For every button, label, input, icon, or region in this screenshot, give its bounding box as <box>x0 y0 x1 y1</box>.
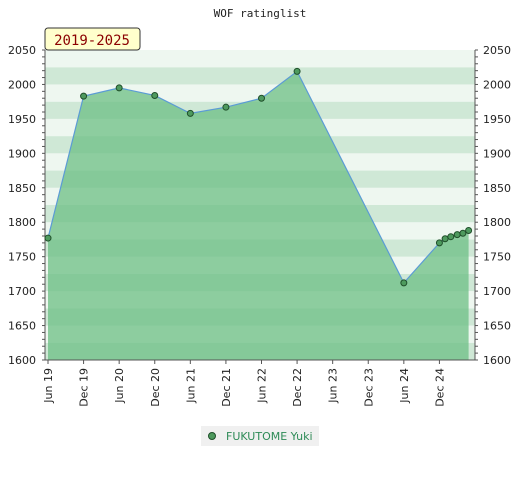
data-point[interactable] <box>258 94 265 102</box>
data-point[interactable] <box>44 234 52 242</box>
range-badge: 2019-2025 <box>44 27 141 51</box>
y-tick-label-left: 1750 <box>8 251 36 264</box>
y-tick-label-left: 1950 <box>8 113 36 126</box>
y-tick-label-left: 2050 <box>8 44 36 57</box>
y-tick-label-right: 2000 <box>483 78 511 91</box>
legend[interactable]: FUKUTOME Yuki <box>201 426 319 446</box>
rating-area <box>48 71 469 360</box>
data-point[interactable] <box>115 84 123 92</box>
x-tick-label: Dec 22 <box>291 368 304 407</box>
x-tick-label: Jun 24 <box>398 368 411 404</box>
background-band <box>45 50 475 68</box>
data-point[interactable] <box>447 233 455 241</box>
y-tick-label-right: 1900 <box>483 147 511 160</box>
background-band <box>45 67 475 85</box>
y-ticks-left: 1600 1650 1700 1750 1800 1850 1900 1950 2000 2050 <box>8 44 36 367</box>
y-ticks-right: 1600 1650 1700 1750 1800 1850 1900 1950 2000 2050 <box>483 44 511 367</box>
y-tick-label-left: 1600 <box>8 354 36 367</box>
x-tick-label: Dec 24 <box>433 368 446 407</box>
data-point[interactable] <box>400 279 408 287</box>
y-tick-label-right: 1650 <box>483 320 511 333</box>
x-tick-label: Jun 21 <box>184 368 197 404</box>
y-tick-label-right: 1700 <box>483 285 511 298</box>
x-tick-label: Jun 22 <box>256 368 269 404</box>
y-tick-label-left: 1700 <box>8 285 36 298</box>
x-tick-label: Dec 20 <box>149 368 162 407</box>
x-tick-label: Jun 23 <box>327 368 340 404</box>
y-tick-label-left: 1650 <box>8 320 36 333</box>
y-tick-label-right: 1800 <box>483 216 511 229</box>
range-badge-box <box>44 27 141 51</box>
legend-entry: FUKUTOME Yuki <box>226 430 313 443</box>
y-tick-label-left: 1900 <box>8 147 36 160</box>
data-point[interactable] <box>441 235 449 243</box>
data-point[interactable] <box>435 239 443 247</box>
data-point[interactable] <box>453 231 461 239</box>
y-tick-label-right: 2050 <box>483 44 511 57</box>
data-markers <box>44 67 473 287</box>
range-label: 2019-2025 <box>54 33 130 49</box>
x-tick-label: Dec 21 <box>220 368 233 407</box>
data-point[interactable] <box>222 103 230 111</box>
data-point[interactable] <box>151 91 159 99</box>
x-tick-label: Jun 20 <box>113 368 126 404</box>
chart-title: WOF ratinglist <box>214 7 307 20</box>
y-tick-label-left: 2000 <box>8 78 36 91</box>
y-tick-label-right: 1600 <box>483 354 511 367</box>
data-point[interactable] <box>459 229 467 237</box>
data-point[interactable] <box>80 92 88 100</box>
x-tick-label: Jun 19 <box>42 368 55 404</box>
y-tick-label-right: 1750 <box>483 251 511 264</box>
x-tick-label: Dec 23 <box>362 368 375 407</box>
data-point[interactable] <box>465 226 473 234</box>
x-tick-label: Dec 19 <box>78 368 91 407</box>
data-point[interactable] <box>186 109 194 117</box>
axes <box>42 49 478 361</box>
y-tick-label-left: 1850 <box>8 182 36 195</box>
y-tick-label-left: 1800 <box>8 216 36 229</box>
data-point[interactable] <box>293 67 301 75</box>
legend-marker <box>208 432 216 440</box>
y-tick-label-right: 1950 <box>483 113 511 126</box>
x-ticks: Jun 19 Dec 19 Jun 20 Dec 20 Jun 21 Dec 21 Jun … <box>42 360 446 407</box>
legend-box <box>201 426 319 446</box>
y-tick-label-right: 1850 <box>483 182 511 195</box>
